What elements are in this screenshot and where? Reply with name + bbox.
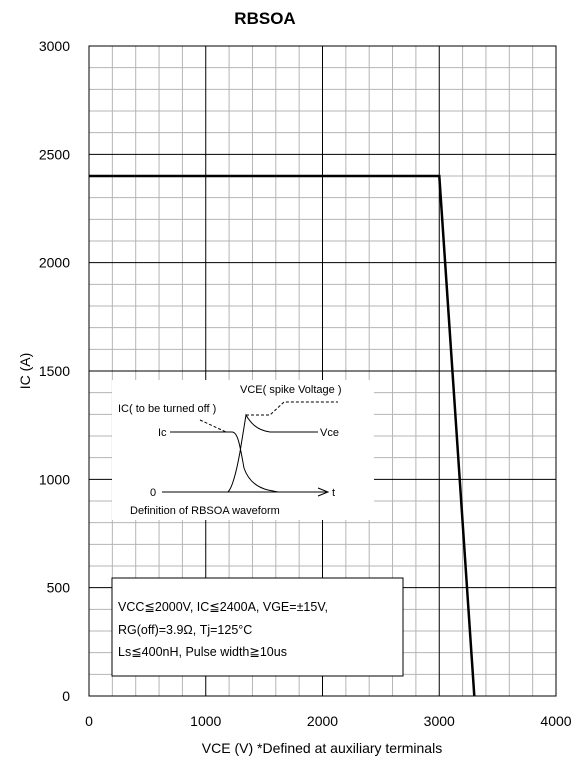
conditions-frame <box>111 577 404 677</box>
conditions-box: VCC≦2000V, IC≦2400A, VGE=±15V, RG(off)=3… <box>111 577 404 677</box>
series-layer <box>89 174 476 697</box>
inset-label-vce-spike: VCE( spike Voltage ) <box>240 384 342 396</box>
inset-ic-fall-curve <box>231 431 279 493</box>
inset-label-ic-turned-off: IC( to be turned off ) <box>118 403 216 415</box>
inset-background <box>112 380 374 520</box>
inset-vce-spike-marker <box>246 401 338 416</box>
y-tick-label: 2000 <box>39 255 70 271</box>
rbsoa-boundary-line <box>89 174 476 697</box>
condition-line-1: VCC≦2000V, IC≦2400A, VGE=±15V, <box>118 600 328 614</box>
y-tick-label: 0 <box>62 688 70 704</box>
inset-label-vce: Vce <box>320 427 339 439</box>
y-tick-label: 1000 <box>39 471 70 487</box>
condition-line-3: Ls≦400nH, Pulse width≧10us <box>118 645 287 659</box>
y-tick-label: 1500 <box>39 363 70 379</box>
x-tick-label: 3000 <box>424 713 455 729</box>
y-tick-labels: 0 500 1000 1500 2000 2500 3000 <box>39 38 70 704</box>
inset-label-ic: Ic <box>158 427 167 439</box>
inset-label-zero: 0 <box>150 487 156 499</box>
x-axis-label: VCE (V) *Defined at auxiliary terminals <box>202 740 442 756</box>
x-tick-label: 0 <box>85 713 93 729</box>
x-tick-label: 4000 <box>540 713 571 729</box>
x-tick-label: 1000 <box>190 713 221 729</box>
condition-line-2: RG(off)=3.9Ω, Tj=125°C <box>118 623 252 637</box>
y-axis-label: IC (A) <box>17 353 33 390</box>
y-tick-label: 3000 <box>39 38 70 54</box>
x-tick-label: 2000 <box>307 713 338 729</box>
inset-vce-rise-curve <box>227 413 318 493</box>
y-tick-label: 500 <box>47 580 71 596</box>
waveform-inset: VCE( spike Voltage ) IC( to be turned of… <box>112 380 374 520</box>
inset-time-arrow <box>317 487 330 497</box>
chart-title: RBSOA <box>234 9 295 28</box>
x-tick-labels: 0 1000 2000 3000 4000 <box>85 713 572 729</box>
inset-label-t: t <box>332 487 335 499</box>
inset-caption: Definition of RBSOA waveform <box>130 505 280 517</box>
y-tick-label: 2500 <box>39 146 70 162</box>
plot-area-border <box>88 45 557 697</box>
